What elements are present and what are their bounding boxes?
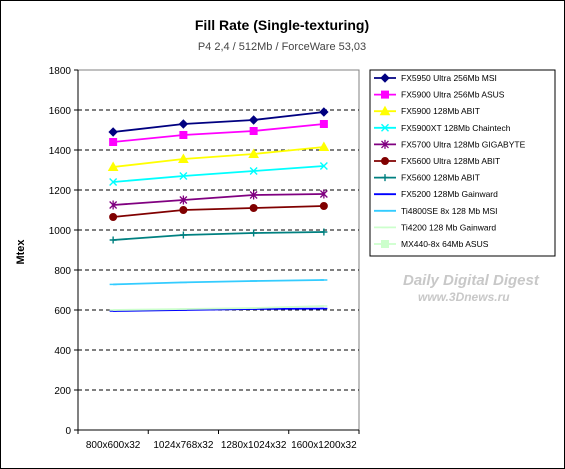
data-point — [107, 161, 119, 171]
x-tick-label: 1280x1024x32 — [221, 440, 287, 451]
series-line — [113, 305, 324, 311]
data-point — [178, 119, 189, 129]
y-tick-label: 1000 — [49, 226, 72, 237]
legend-marker — [381, 90, 389, 99]
data-point — [109, 178, 118, 186]
data-point — [319, 202, 328, 210]
y-axis-label: Mtex — [15, 239, 27, 265]
series-line — [113, 111, 324, 133]
series-line — [113, 193, 324, 206]
x-tick-label: 800x600x32 — [86, 440, 141, 451]
y-tick-label: 200 — [54, 386, 71, 397]
chart-title: Fill Rate (Single-texturing) — [195, 17, 369, 33]
legend-label: FX5600 Ultra 128Mb ABIT — [401, 156, 500, 166]
data-point — [179, 172, 188, 180]
legend-label: FX5700 Ultra 128Mb GIGABYTE — [401, 139, 526, 149]
legend-label: FX5900 Ultra 256Mb ASUS — [401, 90, 505, 100]
chart-subtitle: P4 2,4 / 512Mb / ForceWare 53,03 — [198, 41, 366, 53]
data-point — [320, 228, 328, 236]
legend-label: MX440-8x 64Mb ASUS — [401, 239, 489, 249]
legend-marker — [381, 139, 389, 149]
data-point — [249, 127, 258, 135]
legend-marker — [381, 240, 389, 248]
data-point — [109, 200, 118, 210]
series-line — [113, 165, 324, 183]
legend: FX5950 Ultra 256Mb MSI FX5900 Ultra 256Mb… — [374, 73, 526, 249]
x-tick-label: 1024x768x32 — [153, 440, 213, 451]
watermark-url: www.3Dnews.ru — [418, 290, 510, 304]
y-tick-label: 1600 — [49, 106, 72, 117]
data-point — [319, 162, 328, 170]
y-tick-label: 800 — [54, 266, 71, 277]
data-point — [249, 190, 258, 200]
legend-marker — [379, 105, 391, 116]
legend-label: FX5200 128Mb Gainward — [401, 189, 498, 199]
data-point — [109, 138, 118, 146]
legend-label: Ti4200 128 Mb Gainward — [401, 222, 496, 232]
y-tick-label: 1200 — [49, 186, 72, 197]
legend-label: FX5900XT 128Mb Chaintech — [401, 123, 511, 133]
series-line — [113, 146, 324, 168]
legend-marker — [381, 174, 389, 182]
data-point — [179, 131, 188, 139]
y-tick-label: 0 — [65, 426, 71, 437]
y-tick-label: 1400 — [49, 146, 72, 157]
data-point — [249, 204, 258, 212]
data-point — [319, 189, 328, 199]
series-line — [113, 231, 324, 241]
series-line — [113, 279, 324, 286]
data-point — [178, 153, 189, 163]
legend-marker — [381, 157, 389, 165]
legend-marker — [380, 73, 390, 83]
data-point — [179, 231, 187, 239]
data-point — [248, 115, 259, 125]
data-point — [319, 107, 329, 117]
data-point — [109, 213, 118, 221]
legend-marker — [381, 123, 389, 132]
y-tick-label: 1800 — [49, 66, 72, 77]
data-point — [179, 195, 188, 205]
data-point — [108, 127, 118, 137]
data-point — [249, 167, 258, 175]
legend-label: Ti4800SE 8x 128 Mb MSI — [401, 206, 498, 216]
legend-box — [369, 69, 556, 257]
data-point — [109, 236, 117, 244]
watermark-title: Daily Digital Digest — [403, 272, 540, 289]
y-tick-label: 600 — [54, 306, 71, 317]
data-point — [318, 141, 330, 151]
y-tick-labels: 0 200 400 600 800 1000 1200 1400 1600 1800 — [49, 66, 72, 437]
series-line — [113, 307, 324, 312]
legend-label: FX5950 Ultra 256Mb MSI — [401, 73, 497, 83]
legend-label: FX5900 128Mb ABIT — [401, 106, 480, 116]
x-tick-labels: 800x600x32 1024x768x32 1280x1024x32 1600x12… — [77, 430, 360, 451]
x-tick-label: 1600x1200x32 — [291, 440, 357, 451]
series-line — [113, 205, 324, 218]
series-lines — [107, 107, 330, 312]
y-tick-label: 400 — [54, 346, 71, 357]
data-point — [319, 120, 328, 128]
legend-label: FX5600 128Mb ABIT — [401, 173, 480, 183]
data-point — [179, 206, 188, 214]
data-point — [248, 148, 259, 158]
data-point — [250, 229, 258, 237]
series-line — [113, 123, 324, 143]
